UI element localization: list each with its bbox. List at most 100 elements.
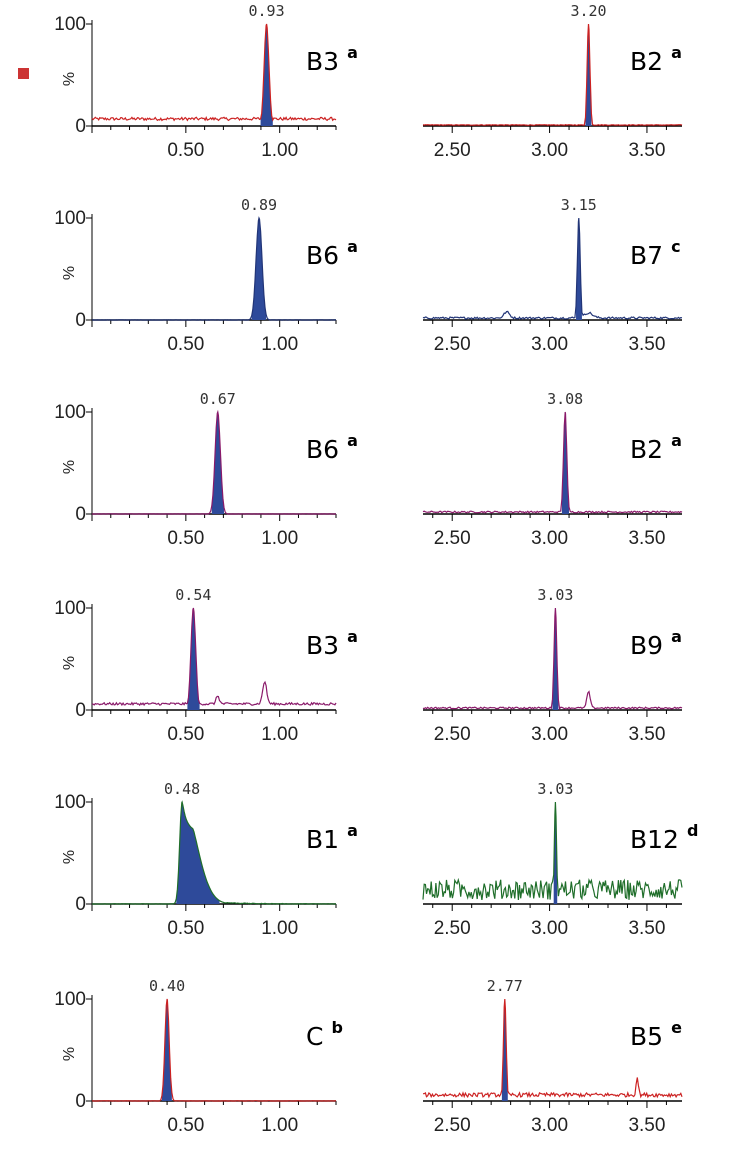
- sample-label: B3: [306, 47, 339, 76]
- peak-area: [585, 24, 592, 126]
- chart-panel-b3-0: 100 0% 0.50 1.00 0.93 B3 a: [54, 2, 358, 161]
- chart-panel-b12-9: 2.50 3.00 3.50 3.03 B12 d: [422, 780, 698, 939]
- peak-label: 3.15: [561, 196, 597, 214]
- red-square-icon: [18, 68, 29, 79]
- chart-panel-b2-5: 2.50 3.00 3.50 3.08 B2 a: [422, 390, 683, 549]
- y-tick-label: 100: [54, 402, 86, 423]
- sample-label: B6: [306, 241, 339, 270]
- x-tick-label: 1.00: [261, 918, 298, 939]
- series-line: [91, 216, 337, 321]
- x-tick-label: 1.00: [261, 1115, 298, 1136]
- sample-label: B5: [630, 1022, 663, 1051]
- series-line: [422, 801, 683, 901]
- x-tick-label: 2.50: [434, 140, 471, 161]
- peak-area: [176, 802, 220, 904]
- sample-label: B2: [630, 435, 663, 464]
- x-tick-label: 2.50: [434, 334, 471, 355]
- x-tick-label: 2.50: [434, 724, 471, 745]
- chart-panel-b7-3: 2.50 3.00 3.50 3.15 B7 c: [422, 196, 683, 355]
- x-tick-label: 3.50: [628, 1115, 665, 1136]
- x-tick-label: 3.00: [531, 334, 568, 355]
- y-tick-label: 100: [54, 14, 86, 35]
- peak-area: [161, 999, 172, 1101]
- series-line: [92, 409, 336, 515]
- y-tick-label: 0: [75, 504, 86, 525]
- sample-label: C: [306, 1022, 323, 1051]
- sample-superscript: c: [671, 237, 680, 256]
- sample-label: B1: [306, 825, 339, 854]
- sample-label: B3: [306, 631, 339, 660]
- series-line: [422, 607, 683, 711]
- x-tick-label: 0.50: [167, 140, 204, 161]
- x-tick-label: 3.50: [628, 724, 665, 745]
- series-line: [422, 411, 683, 514]
- x-tick-label: 3.00: [531, 724, 568, 745]
- x-tick-label: 2.50: [434, 1115, 471, 1136]
- x-tick-label: 0.50: [167, 334, 204, 355]
- sample-superscript: a: [671, 431, 682, 450]
- peak-label: 0.93: [248, 2, 284, 20]
- chart-panel-b3-6: 100 0% 0.50 1.00 0.54 B3 a: [54, 586, 358, 745]
- peak-label: 0.40: [149, 977, 185, 995]
- chart-panel-c-10: 100 0% 0.50 1.00 0.40 C b: [54, 977, 343, 1136]
- x-tick-label: 0.50: [167, 528, 204, 549]
- peak-area: [501, 999, 508, 1101]
- sample-label: B2: [630, 47, 663, 76]
- series-line: [92, 800, 337, 905]
- x-tick-label: 3.00: [531, 1115, 568, 1136]
- y-tick-label: 100: [54, 208, 86, 229]
- peak-area: [211, 412, 224, 514]
- chart-panel-b1-8: 100 0% 0.50 1.00 0.48 B1 a: [54, 780, 358, 939]
- x-tick-label: 3.50: [628, 334, 665, 355]
- x-tick-label: 3.50: [628, 918, 665, 939]
- y-axis-label: %: [61, 266, 78, 280]
- y-axis-label: %: [61, 1047, 78, 1061]
- y-axis-label: %: [61, 72, 78, 86]
- x-tick-label: 2.50: [434, 918, 471, 939]
- peak-area: [553, 802, 558, 904]
- series-line: [422, 217, 683, 320]
- sample-label: B6: [306, 435, 339, 464]
- sample-superscript: b: [331, 1018, 342, 1037]
- sample-label: B7: [630, 241, 663, 270]
- sample-superscript: a: [347, 43, 358, 62]
- x-tick-label: 2.50: [434, 528, 471, 549]
- peak-label: 0.89: [241, 196, 277, 214]
- y-tick-label: 0: [75, 310, 86, 331]
- x-tick-label: 0.50: [167, 724, 204, 745]
- sample-superscript: d: [687, 821, 698, 840]
- sample-label: B12: [630, 825, 679, 854]
- peak-label: 0.67: [200, 390, 236, 408]
- chart-panel-b6-4: 100 0% 0.50 1.00 0.67 B6 a: [54, 390, 358, 549]
- y-tick-label: 0: [75, 1091, 86, 1112]
- peak-label: 3.03: [537, 586, 573, 604]
- chart-panel-b2-1: 2.50 3.00 3.50 3.20 B2 a: [422, 2, 683, 161]
- sample-superscript: a: [347, 237, 358, 256]
- series-line: [91, 23, 337, 122]
- peak-label: 3.08: [547, 390, 583, 408]
- x-tick-label: 1.00: [261, 724, 298, 745]
- x-tick-label: 1.00: [261, 334, 298, 355]
- peak-label: 0.48: [164, 780, 200, 798]
- sample-superscript: a: [347, 627, 358, 646]
- y-axis-label: %: [61, 850, 78, 864]
- x-tick-label: 0.50: [167, 918, 204, 939]
- y-tick-label: 0: [75, 700, 86, 721]
- peak-area: [552, 608, 559, 710]
- x-tick-label: 3.00: [531, 528, 568, 549]
- x-tick-label: 1.00: [261, 528, 298, 549]
- x-tick-label: 1.00: [261, 140, 298, 161]
- sample-superscript: a: [671, 627, 682, 646]
- y-axis-label: %: [61, 460, 78, 474]
- peak-area: [260, 24, 273, 126]
- peak-label: 3.03: [537, 780, 573, 798]
- series-line: [423, 998, 683, 1099]
- y-tick-label: 100: [54, 598, 86, 619]
- series-line: [422, 23, 683, 126]
- x-tick-label: 3.00: [531, 140, 568, 161]
- series-line: [91, 607, 337, 707]
- sample-superscript: a: [347, 431, 358, 450]
- sample-label: B9: [630, 631, 663, 660]
- peak-area: [251, 218, 267, 320]
